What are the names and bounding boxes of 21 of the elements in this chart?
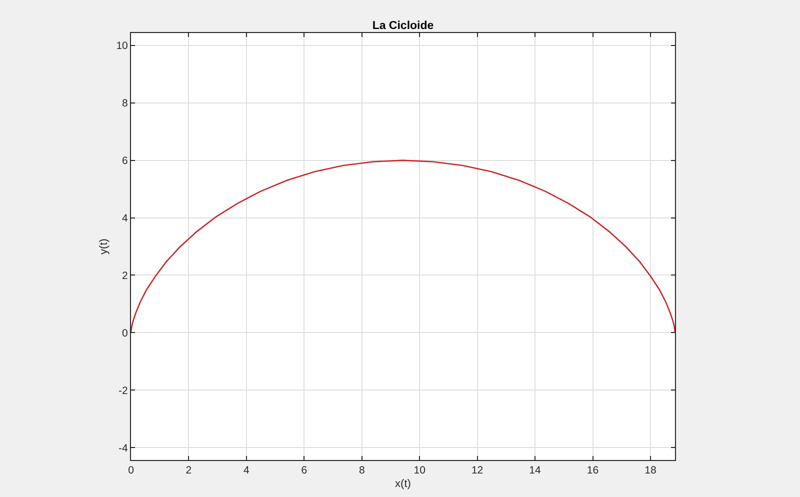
x-tick-label: 8 bbox=[358, 464, 365, 477]
y-tick-label: 0 bbox=[122, 327, 128, 340]
x-tick-label: 18 bbox=[644, 464, 656, 477]
y-tick-label: 10 bbox=[116, 40, 128, 52]
x-tick-label: 16 bbox=[586, 464, 599, 477]
x-tick-label: 2 bbox=[186, 464, 192, 477]
x-axis-title: x(t) bbox=[395, 478, 411, 490]
y-tick-label: 8 bbox=[122, 98, 128, 110]
y-tick-label: -4 bbox=[118, 442, 128, 454]
x-tick-label: 10 bbox=[414, 464, 426, 477]
x-tick-label: 12 bbox=[471, 464, 484, 477]
y-tick-label: 2 bbox=[122, 270, 128, 282]
y-tick-label: 6 bbox=[122, 154, 128, 167]
x-tick-label: 4 bbox=[244, 464, 250, 477]
y-axis-title: y(t) bbox=[98, 238, 110, 254]
y-tick-label: -2 bbox=[118, 384, 128, 397]
line-series bbox=[131, 160, 675, 334]
x-tick-label: 6 bbox=[301, 464, 308, 477]
y-tick-label: 4 bbox=[122, 212, 128, 224]
x-tick-label: 14 bbox=[529, 464, 542, 477]
chart-title: La Cicloide bbox=[372, 20, 434, 32]
